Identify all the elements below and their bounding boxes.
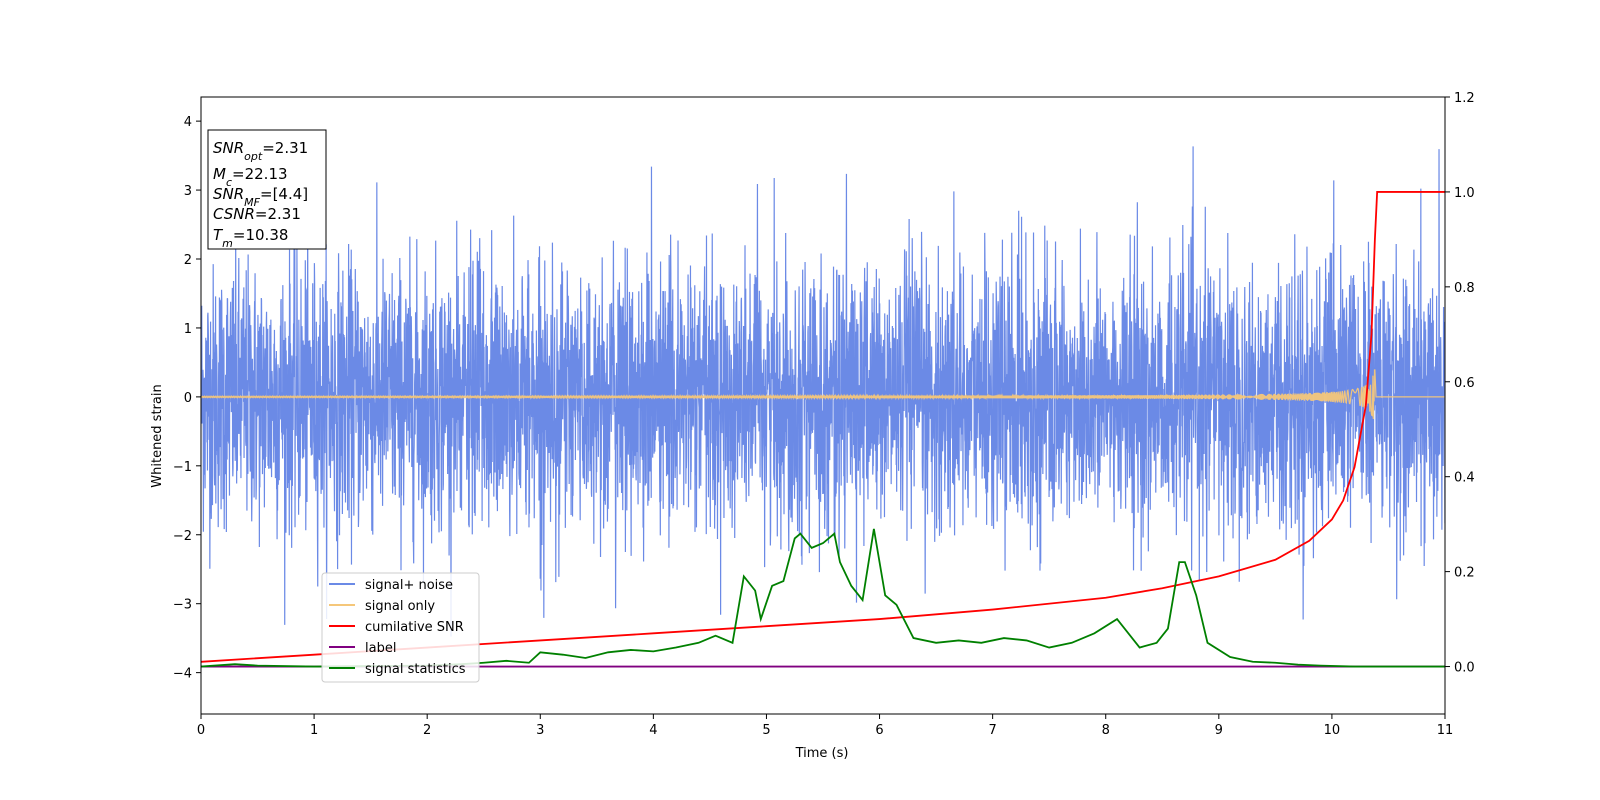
info-box-frame	[207, 129, 327, 250]
legend-label-label: label	[365, 641, 396, 656]
x-axis-label: Time (s)	[795, 746, 849, 761]
x-tick-label: 10	[1324, 723, 1341, 738]
x-tick-label: 3	[536, 723, 544, 738]
y-left-tick-label: −4	[173, 667, 192, 682]
x-tick-label: 4	[649, 723, 657, 738]
legend-label-signal-statistics: signal statistics	[365, 662, 466, 677]
info-csnr: CSNR=2.31	[213, 205, 301, 223]
info-mc: Mc=22.13	[213, 165, 288, 189]
x-tick-label: 8	[1102, 723, 1110, 738]
x-tick-label: 11	[1437, 723, 1454, 738]
legend: signal+ noise signal only cumilative SNR…	[321, 572, 480, 683]
y-left-tick-label: 0	[184, 391, 192, 406]
x-tick-label: 9	[1215, 723, 1223, 738]
y-left-tick-label: 3	[184, 184, 192, 199]
x-tick-label: 6	[875, 723, 883, 738]
series-signal-noise	[201, 146, 1445, 637]
info-snr-opt: SNRopt=2.31	[213, 139, 308, 163]
series-signal-statistics	[201, 528, 1445, 668]
axes-frame	[200, 96, 1446, 715]
y-right-tick-label: 0.2	[1454, 566, 1475, 581]
ticks: 0 1 2 3 4 5 6 7 8 9 10 11 −4 −3 −2 −1 0 1 2 3 4 0.0 0.2 0.4 0.6 0…	[173, 91, 1475, 738]
x-tick-label: 5	[762, 723, 770, 738]
y-left-tick-label: 1	[184, 322, 192, 337]
y-right-tick-label: 0.4	[1454, 471, 1475, 486]
legend-label-signal-only: signal only	[365, 599, 435, 614]
legend-label-cumulative-snr: cumilative SNR	[365, 620, 464, 635]
y-right-tick-label: 1.2	[1454, 91, 1475, 106]
info-box: SNRopt=2.31 Mc=22.13 SNRMF=[4.4] CSNR=2.…	[207, 129, 327, 250]
x-tick-label: 1	[310, 723, 318, 738]
x-tick-label: 2	[423, 723, 431, 738]
x-tick-label: 7	[988, 723, 996, 738]
y-right-tick-label: 0.6	[1454, 376, 1475, 391]
legend-frame	[321, 572, 480, 683]
legend-label-signal-noise: signal+ noise	[365, 578, 453, 593]
y-right-tick-label: 1.0	[1454, 186, 1475, 201]
series-signal-only	[201, 369, 1445, 419]
y-left-tick-label: −1	[173, 460, 192, 475]
axes	[200, 96, 1446, 715]
x-tick-label: 0	[197, 723, 205, 738]
y-right-tick-label: 0.8	[1454, 281, 1475, 296]
y-left-tick-label: 4	[184, 115, 192, 130]
info-snr-mf: SNRMF=[4.4]	[213, 185, 308, 209]
y-left-tick-label: 2	[184, 253, 192, 268]
y-right-tick-label: 0.0	[1454, 661, 1475, 676]
y-axis-label: Whitened strain	[150, 384, 165, 487]
series-cumilative-snr	[201, 191, 1445, 663]
y-left-tick-label: −3	[173, 598, 192, 613]
y-left-tick-label: −2	[173, 529, 192, 544]
